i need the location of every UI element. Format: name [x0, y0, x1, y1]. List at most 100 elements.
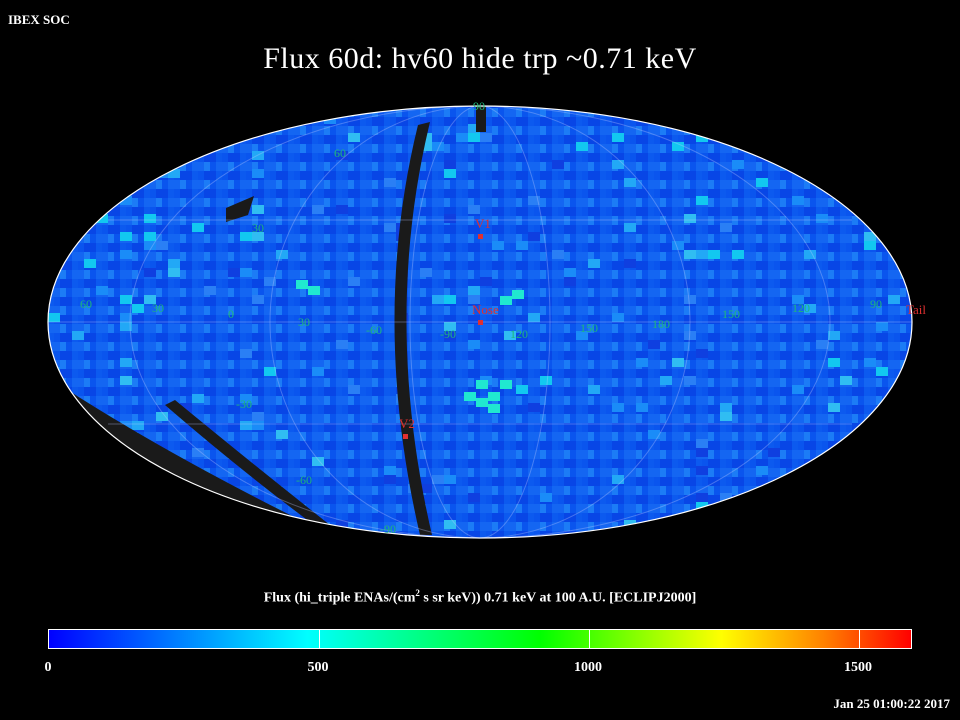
flux-cell: [696, 349, 708, 358]
flux-cell: [204, 286, 216, 295]
flux-cell: [48, 259, 60, 268]
flux-cell: [252, 412, 264, 421]
markers: V1 Nose V2 Tail: [399, 216, 926, 439]
graticule: [48, 106, 912, 538]
grid-labels: 60 30 -30 -60 90 -90 60 30 0 30 -60 -90 …: [80, 99, 882, 536]
flux-cell: [168, 169, 180, 178]
flux-cell: [720, 412, 732, 421]
flux-cell: [720, 493, 732, 502]
flux-cell: [576, 142, 588, 151]
flux-cell: [696, 502, 708, 511]
lat-label: -90: [380, 522, 396, 536]
flux-cell: [144, 232, 156, 241]
flux-cell: [636, 403, 648, 412]
sky-map: 60 30 -30 -60 90 -90 60 30 0 30 -60 -90 …: [47, 99, 926, 539]
flux-cell: [384, 178, 396, 187]
flux-cell: [612, 475, 624, 484]
flux-cell: [420, 484, 432, 493]
flux-cell: [648, 520, 660, 529]
flux-cell: [264, 277, 276, 286]
flux-cell: [444, 475, 456, 484]
flux-cell: [804, 250, 816, 259]
flux-cell: [252, 232, 264, 241]
flux-cell: [900, 106, 912, 115]
flux-cell: [240, 232, 252, 241]
lat-label: -60: [296, 473, 312, 487]
flux-cell: [120, 232, 132, 241]
flux-cell: [192, 394, 204, 403]
flux-cell: [444, 295, 456, 304]
flux-cell: [156, 106, 168, 115]
flux-cell: [276, 430, 288, 439]
flux-cell: [120, 376, 132, 385]
flux-cell: [84, 259, 96, 268]
flux-cell: [792, 295, 804, 304]
flux-cell-high: [296, 280, 308, 289]
flux-cell: [180, 403, 192, 412]
flux-cell-high: [476, 398, 488, 407]
data-gap-stripe: [226, 196, 254, 222]
flux-cell: [432, 295, 444, 304]
flux-cell: [696, 250, 708, 259]
flux-cell: [888, 133, 900, 142]
colorbar-caption: Flux (hi_triple ENAs/(cm2 s sr keV)) 0.7…: [263, 588, 697, 606]
flux-cell: [588, 385, 600, 394]
flux-cell: [48, 313, 60, 322]
flux-cell-high: [308, 286, 320, 295]
flux-cell: [336, 340, 348, 349]
flux-cell: [648, 340, 660, 349]
flux-cell: [876, 322, 888, 331]
flux-cell: [564, 277, 576, 286]
flux-cell: [48, 430, 60, 439]
flux-cell: [348, 133, 360, 142]
timestamp: Jan 25 01:00:22 2017: [833, 696, 950, 711]
flux-cell: [696, 493, 708, 502]
colorbar-tick: [319, 630, 320, 648]
flux-cell: [684, 295, 696, 304]
lon-label: 0: [228, 307, 234, 321]
flux-cell: [336, 205, 348, 214]
flux-cell: [888, 295, 900, 304]
colorbar-tick: [859, 630, 860, 648]
flux-cell: [120, 295, 132, 304]
flux-cell: [876, 484, 888, 493]
flux-cell: [48, 187, 60, 196]
data-gap-stripe: [165, 400, 330, 528]
flux-cell: [612, 133, 624, 142]
lon-label: 180: [652, 317, 670, 331]
flux-cell: [336, 151, 348, 160]
flux-cell: [900, 376, 912, 385]
flux-cell: [864, 448, 876, 457]
flux-cell: [468, 205, 480, 214]
data-gap-stripe: [394, 122, 432, 535]
flux-cell: [888, 214, 900, 223]
marker-label-v1: V1: [475, 216, 491, 231]
flux-cell: [120, 421, 132, 430]
flux-cell: [696, 196, 708, 205]
flux-cell: [168, 268, 180, 277]
lon-label: 150: [580, 321, 598, 335]
flux-cell: [468, 286, 480, 295]
flux-cell: [108, 502, 120, 511]
flux-cell: [624, 178, 636, 187]
flux-cell: [840, 178, 852, 187]
flux-cell: [432, 475, 444, 484]
flux-cell-high: [488, 392, 500, 401]
flux-cell: [828, 358, 840, 367]
flux-cell: [708, 250, 720, 259]
flux-cell: [60, 241, 72, 250]
flux-cell: [444, 322, 456, 331]
flux-cell-high: [512, 290, 524, 299]
colorbar-tick-label: 0: [44, 660, 52, 675]
flux-cell-high: [500, 296, 512, 305]
flux-cell: [468, 340, 480, 349]
flux-cell: [732, 160, 744, 169]
flux-cell: [756, 466, 768, 475]
flux-cell: [624, 259, 636, 268]
map-title: Flux 60d: hv60 hide trp ~0.71 keV: [263, 42, 697, 75]
flux-cell-high: [488, 404, 500, 413]
flux-cell-high: [464, 392, 476, 401]
flux-cell: [588, 259, 600, 268]
flux-cell: [528, 403, 540, 412]
flux-cell: [684, 250, 696, 259]
